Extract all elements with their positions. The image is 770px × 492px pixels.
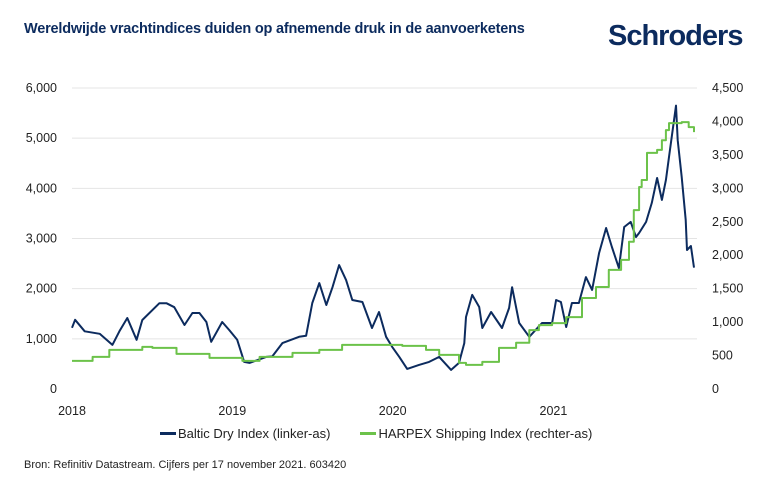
x-tick-label: 2018 xyxy=(58,404,86,418)
x-tick-label: 2019 xyxy=(218,404,246,418)
y-right-tick-label: 500 xyxy=(712,349,733,363)
legend-swatch-baltic xyxy=(160,432,176,435)
legend-swatch-harpex xyxy=(360,432,377,435)
y-left-tick-label: 4,000 xyxy=(26,181,57,195)
y-right-tick-label: 3,000 xyxy=(712,181,743,195)
y-right-tick-label: 4,500 xyxy=(712,81,743,95)
legend-label-baltic: Baltic Dry Index (linker-as) xyxy=(178,426,331,441)
x-tick-label: 2020 xyxy=(379,404,407,418)
legend-label-harpex: HARPEX Shipping Index (rechter-as) xyxy=(378,426,593,441)
chart-title: Wereldwijde vrachtindices duiden op afne… xyxy=(24,21,525,37)
y-left-tick-label: 6,000 xyxy=(26,81,57,95)
y-left-tick-label: 0 xyxy=(50,382,57,396)
y-right-tick-label: 4,000 xyxy=(712,114,743,128)
y-right-tick-label: 2,000 xyxy=(712,248,743,262)
legend-item-harpex: HARPEX Shipping Index (rechter-as) xyxy=(360,426,592,441)
y-right-tick-label: 1,000 xyxy=(712,315,743,329)
y-right-tick-label: 0 xyxy=(712,382,719,396)
legend-item-baltic: Baltic Dry Index (linker-as) xyxy=(160,426,330,441)
y-left-tick-label: 2,000 xyxy=(26,282,57,296)
y-left-tick-label: 1,000 xyxy=(26,332,57,346)
y-left-tick-label: 5,000 xyxy=(26,131,57,145)
y-right-tick-label: 2,500 xyxy=(712,215,743,229)
legend: Baltic Dry Index (linker-as) HARPEX Ship… xyxy=(160,426,592,441)
x-tick-label: 2021 xyxy=(540,404,568,418)
harpex-shipping-index-line xyxy=(72,121,695,366)
y-right-tick-label: 3,500 xyxy=(712,148,743,162)
schroders-logo: Schroders xyxy=(608,20,743,52)
y-left-tick-label: 3,000 xyxy=(26,232,57,246)
y-right-tick-label: 1,500 xyxy=(712,282,743,296)
baltic-dry-index-line xyxy=(71,104,695,371)
source-note: Bron: Refinitiv Datastream. Cijfers per … xyxy=(24,459,347,471)
